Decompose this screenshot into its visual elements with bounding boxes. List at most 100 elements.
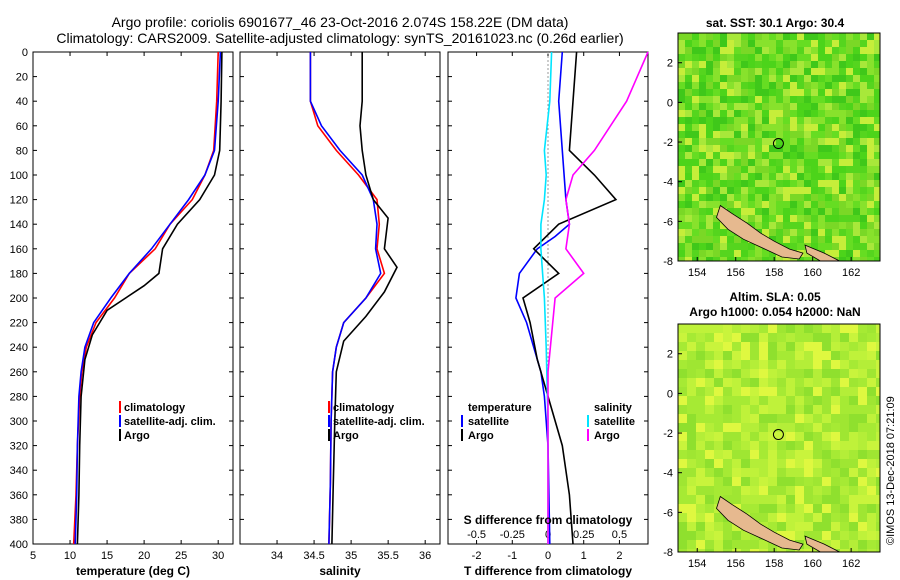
map-cell (723, 333, 732, 342)
map-cell (734, 61, 741, 68)
map-cell (678, 54, 685, 61)
map-cell (685, 152, 692, 159)
map-cell (867, 96, 874, 103)
map-cell (685, 222, 692, 229)
map-cell (874, 180, 880, 187)
legend-sal-argo: Argo (594, 430, 620, 442)
map-cell (678, 215, 685, 222)
map-cell (748, 222, 755, 229)
map-cell (755, 145, 762, 152)
map-cell (867, 68, 874, 75)
map-cell (831, 486, 840, 495)
map-cell (822, 495, 831, 504)
map-cell (804, 173, 811, 180)
map-cell (720, 124, 727, 131)
map-cell (797, 152, 804, 159)
map-cell (706, 180, 713, 187)
map-cell (699, 166, 706, 173)
map-cell (750, 333, 759, 342)
map-cell (797, 145, 804, 152)
map-cell (874, 243, 880, 250)
map-cell (876, 423, 880, 432)
sla-map-title-2: Argo h1000: 0.054 h2000: NaN (689, 305, 860, 319)
map-cell (839, 131, 846, 138)
x-tick-label: 35.5 (377, 550, 398, 562)
series-line-argo (76, 51, 223, 545)
map-cell (813, 441, 822, 450)
map-cell (832, 75, 839, 82)
map-cell (748, 54, 755, 61)
map-cell (727, 180, 734, 187)
map-cell (714, 459, 723, 468)
map-cell (759, 387, 768, 396)
map-cell (832, 250, 839, 257)
map-cell (790, 54, 797, 61)
map-cell (762, 61, 769, 68)
map-cell (723, 450, 732, 459)
map-cell (769, 124, 776, 131)
map-cell (768, 522, 777, 531)
map-cell (706, 229, 713, 236)
map-cell (867, 208, 874, 215)
map-cell (755, 159, 762, 166)
map-cell (832, 103, 839, 110)
map-cell (832, 236, 839, 243)
map-cell (723, 324, 732, 333)
map-cell (831, 387, 840, 396)
map-cell (795, 531, 804, 540)
map-cell (727, 61, 734, 68)
map-cell (858, 405, 867, 414)
map-cell (849, 531, 858, 540)
map-cell (678, 378, 687, 387)
land-island (716, 204, 804, 260)
map-cell (846, 117, 853, 124)
map-cell (876, 360, 880, 369)
map-cell (762, 208, 769, 215)
t-difference-xlabel: T difference from climatology (464, 564, 632, 578)
map-cell (699, 201, 706, 208)
map-cell (858, 423, 867, 432)
map-cell (776, 152, 783, 159)
map-cell (790, 40, 797, 47)
map-cell (692, 180, 699, 187)
map-cell (831, 351, 840, 360)
map-cell (849, 486, 858, 495)
map-cell (839, 152, 846, 159)
map-cell (727, 103, 734, 110)
map-cell (786, 450, 795, 459)
map-cell (750, 360, 759, 369)
map-cell (867, 540, 876, 549)
map-cell (846, 124, 853, 131)
map-cell (776, 33, 783, 40)
map-cell (732, 342, 741, 351)
map-cell (685, 117, 692, 124)
map-cell (822, 333, 831, 342)
map-cell (822, 324, 831, 333)
map-cell (786, 405, 795, 414)
map-cell (734, 82, 741, 89)
map-cell (692, 40, 699, 47)
map-cell (714, 549, 723, 552)
map-cell (705, 513, 714, 522)
map-cell (860, 187, 867, 194)
map-cell (786, 432, 795, 441)
map-cell (699, 82, 706, 89)
legend-temperature-title: temperature (468, 402, 532, 414)
map-cell (768, 423, 777, 432)
map-cell (720, 61, 727, 68)
map-cell (822, 504, 831, 513)
map-cell (839, 54, 846, 61)
map-cell (840, 351, 849, 360)
map-cell (755, 215, 762, 222)
map-cell (839, 117, 846, 124)
map-cell (741, 173, 748, 180)
map-cell (762, 257, 769, 261)
map-cell (811, 61, 818, 68)
salinity-plot: 34 34.5 35 35.5 36 (271, 52, 431, 562)
map-cell (705, 531, 714, 540)
map-cell (874, 250, 880, 257)
map-cell (759, 540, 768, 549)
map-cell (853, 124, 860, 131)
map-cell (755, 75, 762, 82)
